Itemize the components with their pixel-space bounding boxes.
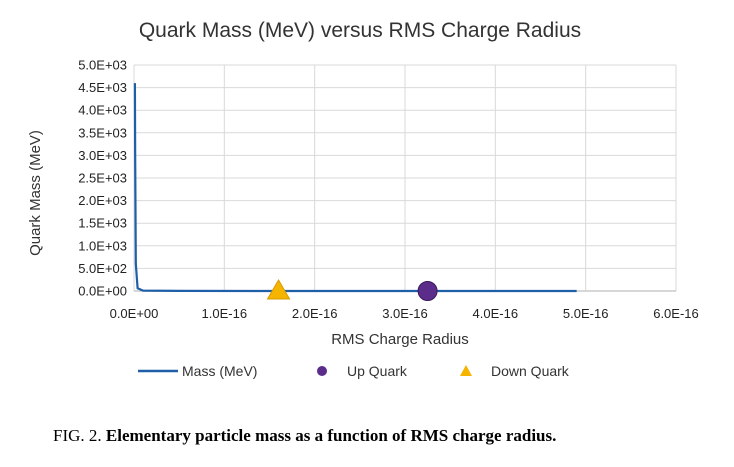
legend: Mass (MeV) Up Quark Down Quark	[138, 363, 570, 379]
y-tick-label: 2.5E+03	[78, 171, 127, 186]
x-tick-labels: 0.0E+00 1.0E-16 2.0E-16 3.0E-16 4.0E-16 5.0E-…	[110, 306, 699, 321]
legend-label: Mass (MeV)	[182, 363, 257, 379]
caption-text: Elementary particle mass as a function o…	[106, 426, 556, 445]
x-axis-label: RMS Charge Radius	[331, 331, 469, 348]
y-tick-label: 4.5E+03	[78, 80, 127, 95]
figure-caption: FIG. 2. Elementary particle mass as a fu…	[53, 426, 556, 445]
x-tick-label: 4.0E-16	[473, 306, 519, 321]
caption-prefix: FIG. 2.	[53, 426, 102, 445]
y-tick-label: 3.0E+03	[78, 148, 127, 163]
series-line-mass	[133, 83, 577, 293]
legend-swatch-down-quark	[460, 365, 472, 376]
x-tick-label: 6.0E-16	[653, 306, 699, 321]
x-tick-label: 1.0E-16	[202, 306, 248, 321]
y-tick-label: 0.0E+00	[78, 284, 127, 299]
legend-label: Down Quark	[491, 363, 570, 379]
x-tick-label: 3.0E-16	[382, 306, 428, 321]
up-quark-point	[417, 281, 438, 301]
y-tick-label: 1.0E+03	[78, 238, 127, 253]
down-quark-point	[266, 279, 291, 300]
grid	[133, 64, 677, 292]
y-tick-label: 1.5E+03	[78, 216, 127, 231]
y-tick-label: 5.0E+02	[78, 261, 127, 276]
legend-label: Up Quark	[347, 363, 408, 379]
x-tick-label: 5.0E-16	[563, 306, 609, 321]
y-axis-label: Quark Mass (MeV)	[27, 130, 44, 256]
x-tick-label: 2.0E-16	[292, 306, 338, 321]
y-tick-labels: 0.0E+00 5.0E+02 1.0E+03 1.5E+03 2.0E+03 2.5E+…	[78, 58, 127, 299]
legend-swatch-up-quark	[317, 366, 327, 376]
chart-title: Quark Mass (MeV) versus RMS Charge Radiu…	[139, 19, 581, 42]
y-tick-label: 4.0E+03	[78, 103, 127, 118]
y-tick-label: 2.0E+03	[78, 193, 127, 208]
y-tick-label: 3.5E+03	[78, 125, 127, 140]
x-tick-label: 0.0E+00	[110, 306, 159, 321]
series	[133, 83, 577, 301]
y-tick-label: 5.0E+03	[78, 58, 127, 73]
